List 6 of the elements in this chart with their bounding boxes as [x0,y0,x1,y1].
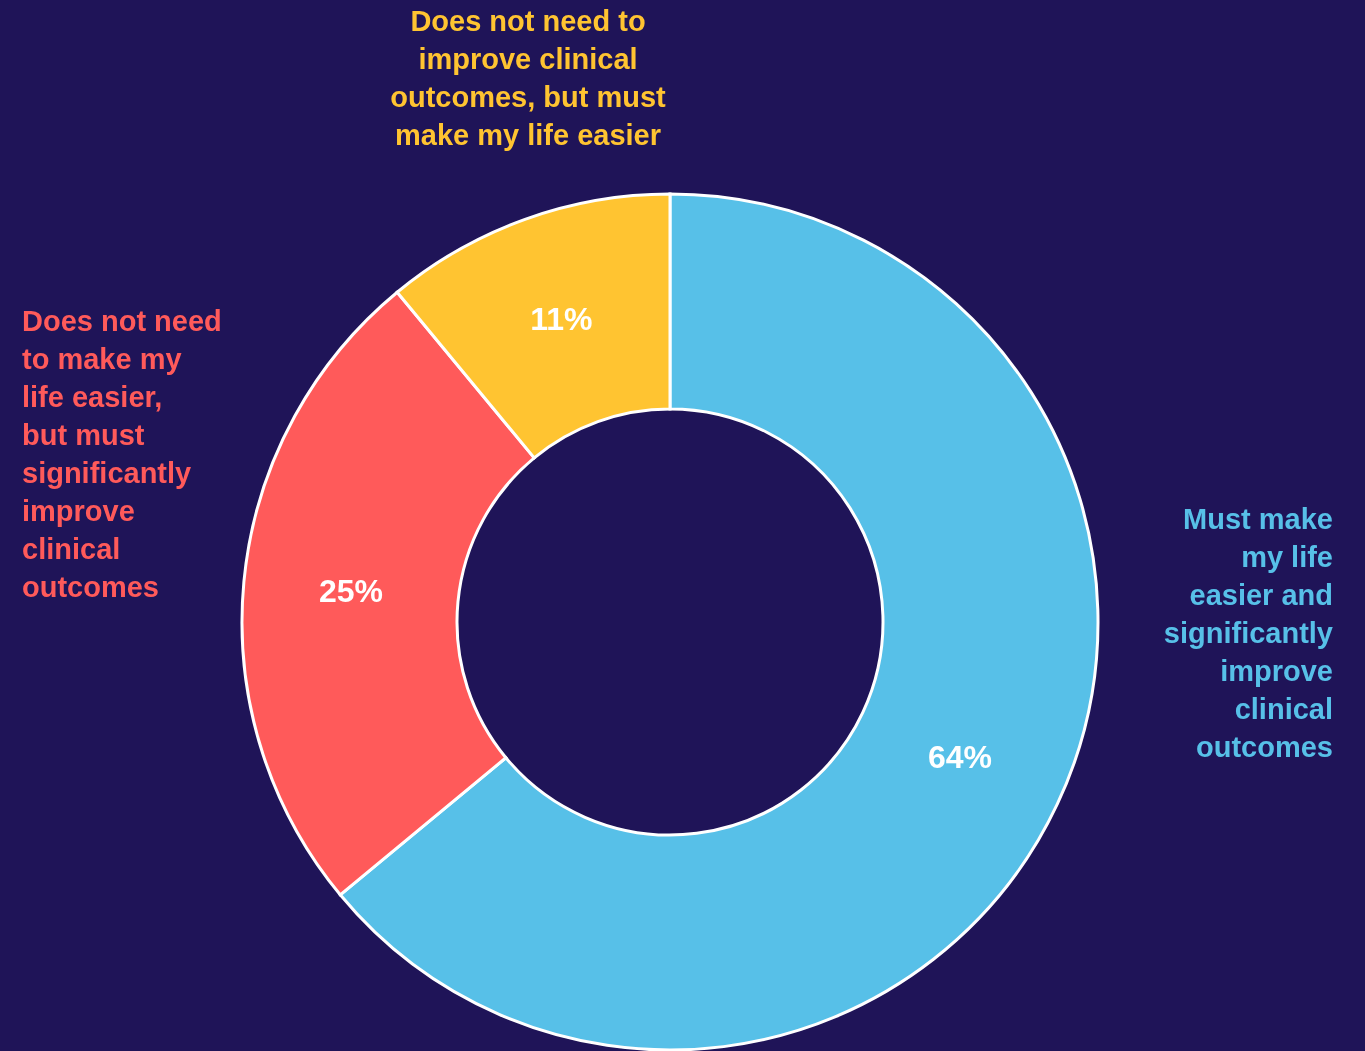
data-label: 11% [530,301,593,338]
data-label: 64% [927,739,993,776]
slice-label: Must make my life easier and significantly improve clinical outcomes [1163,503,1333,763]
data-label: 25% [318,572,383,609]
slice-label: Does not need to make my life easier, but must significantly improve clinical outcomes [22,305,222,603]
slice-label: Does not need to improve clinical outcomes, but must make my life easier [390,5,667,151]
